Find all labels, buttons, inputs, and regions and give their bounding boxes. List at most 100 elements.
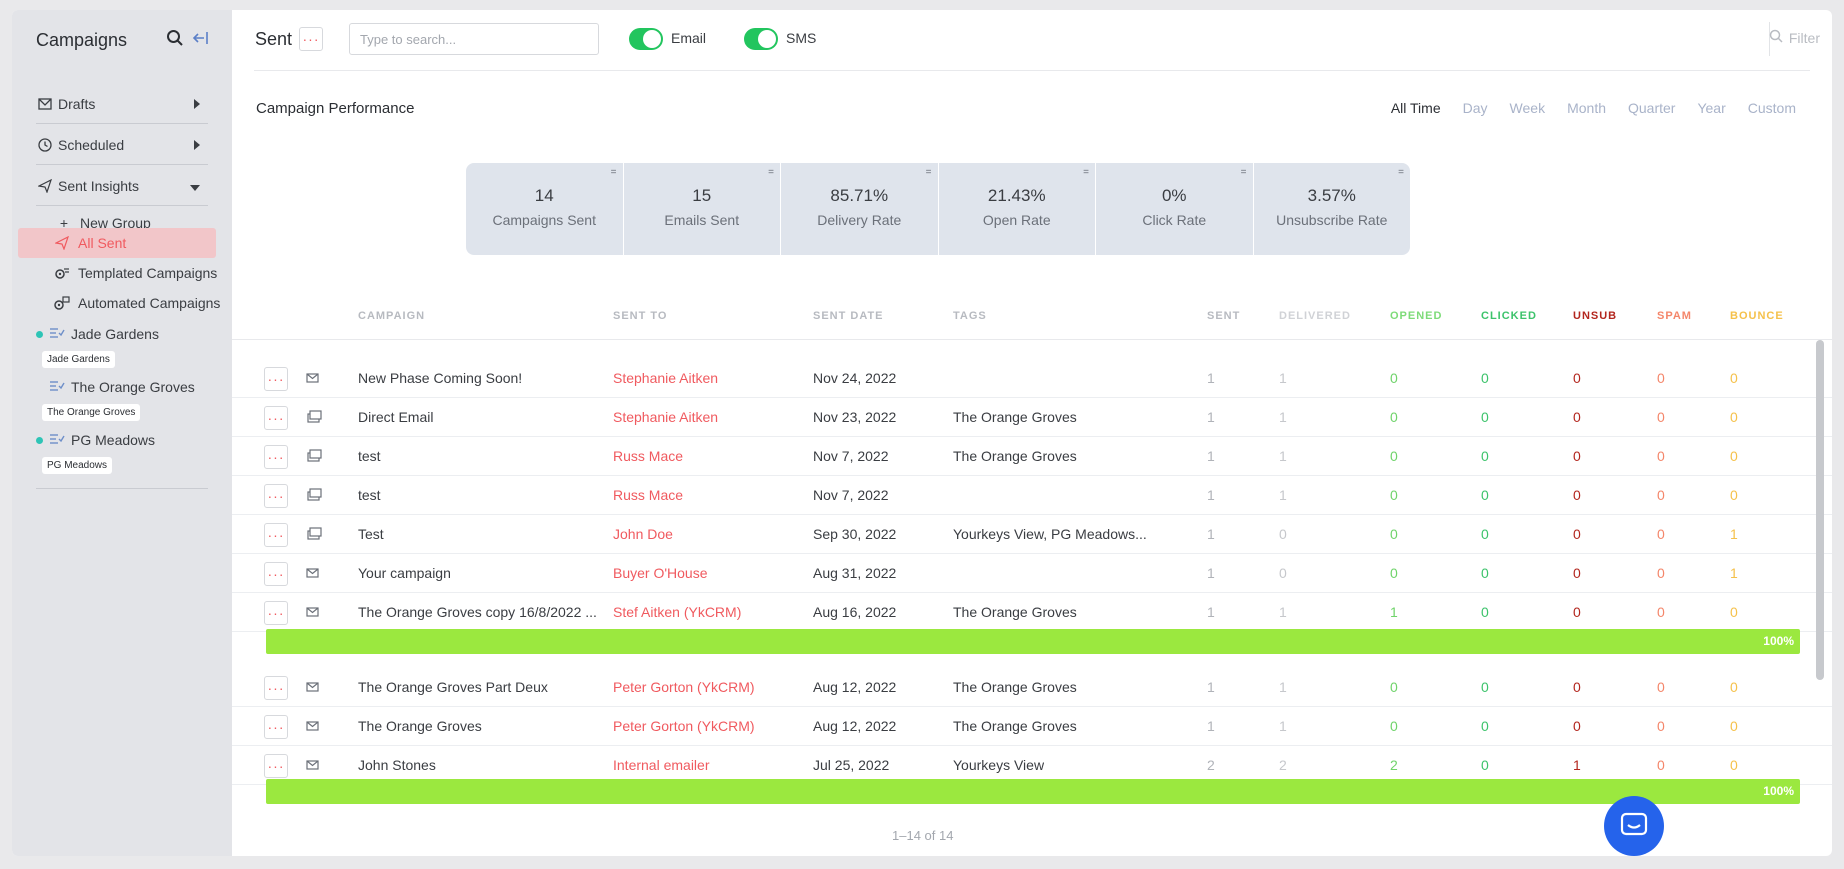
row-actions-button[interactable]: ··· (264, 676, 288, 700)
column-header-sent[interactable]: SENT (1207, 310, 1241, 322)
row-actions-button[interactable]: ··· (264, 715, 288, 739)
cell-spam: 0 (1657, 718, 1665, 734)
cell-sent-to[interactable]: Peter Gorton (YkCRM) (613, 679, 755, 695)
row-actions-button[interactable]: ··· (264, 562, 288, 586)
cell-campaign[interactable]: test (358, 487, 381, 503)
tab-month[interactable]: Month (1567, 100, 1606, 116)
sidebar-item-templated-campaigns[interactable]: Templated Campaigns (52, 259, 217, 287)
cell-sent-to[interactable]: Russ Mace (613, 487, 684, 503)
row-actions-button[interactable]: ··· (264, 523, 288, 547)
plus-icon: + (59, 215, 69, 231)
tab-custom[interactable]: Custom (1747, 100, 1796, 116)
cell-clicked: 0 (1481, 448, 1489, 464)
table-row[interactable]: ··· Test John Doe Sep 30, 2022 Yourkeys View… (232, 515, 1832, 554)
search-icon[interactable] (166, 29, 184, 47)
cell-sent-to[interactable]: Russ Mace (613, 448, 684, 464)
collapse-sidebar-icon[interactable] (192, 29, 210, 47)
table-row[interactable]: ··· test Russ Mace Nov 7, 2022 The Orange Gr… (232, 437, 1832, 476)
app-window: Campaigns Drafts Scheduled Sent Insights (12, 10, 1832, 856)
cell-campaign[interactable]: test (358, 448, 381, 464)
cell-campaign[interactable]: The Orange Groves Part Deux (358, 679, 548, 695)
cell-sent-to[interactable]: Stephanie Aitken (613, 409, 719, 425)
row-actions-button[interactable]: ··· (264, 754, 288, 778)
cell-sent-to[interactable]: Peter Gorton (YkCRM) (613, 718, 755, 734)
cell-bounce: 0 (1730, 487, 1738, 503)
scrollbar[interactable] (1816, 340, 1824, 680)
cell-campaign[interactable]: The Orange Groves (358, 718, 482, 734)
drag-handle-icon[interactable]: = (925, 167, 932, 178)
table-row[interactable]: ··· Your campaign Buyer O'House Aug 31, 202… (232, 554, 1832, 593)
column-header-clicked[interactable]: CLICKED (1481, 310, 1537, 322)
sidebar-item-scheduled[interactable]: Scheduled (36, 125, 208, 165)
column-header-campaign[interactable]: CAMPAIGN (358, 310, 426, 322)
tab-day[interactable]: Day (1462, 100, 1488, 116)
filter-button[interactable]: Filter (1769, 29, 1820, 46)
tab-year[interactable]: Year (1697, 100, 1726, 116)
cell-delivered: 1 (1279, 409, 1287, 425)
email-icon (306, 680, 322, 697)
cell-sent-to[interactable]: Stef Aitken (YkCRM) (613, 604, 742, 620)
table-row[interactable]: ··· The Orange Groves copy 16/8/2022 ... S… (232, 593, 1832, 632)
sidebar-item-drafts[interactable]: Drafts (36, 84, 208, 124)
tab-quarter[interactable]: Quarter (1628, 100, 1676, 116)
row-actions-button[interactable]: ··· (264, 484, 288, 508)
column-header-unsub[interactable]: UNSUB (1573, 310, 1618, 322)
search-input[interactable] (349, 23, 599, 55)
tab-all-time[interactable]: All Time (1390, 100, 1441, 116)
table-row[interactable]: ··· New Phase Coming Soon! Stephanie Aitke… (232, 359, 1832, 398)
sidebar-item-all-sent-highlight[interactable] (18, 228, 216, 258)
column-header-spam[interactable]: SPAM (1657, 310, 1692, 322)
email-toggle[interactable] (629, 28, 663, 50)
cell-sent-to[interactable]: John Doe (613, 526, 673, 542)
cell-campaign[interactable]: Test (358, 526, 384, 542)
cell-tags: Yourkeys View, PG Meadows... (953, 526, 1147, 542)
tab-week[interactable]: Week (1509, 100, 1546, 116)
cell-campaign[interactable]: Your campaign (358, 565, 451, 581)
sidebar-item-automated-campaigns[interactable]: Automated Campaigns (52, 289, 220, 317)
table-row[interactable]: ··· test Russ Mace Nov 7, 2022 1 1 0 0 0 0 0 (232, 476, 1832, 515)
row-actions-button[interactable]: ··· (264, 601, 288, 625)
sidebar-item-label: New Group (80, 215, 151, 231)
sidebar-item-sent-insights[interactable]: Sent Insights (36, 166, 208, 206)
table-row[interactable]: ··· The Orange Groves Part Deux Peter Gort… (232, 668, 1832, 707)
column-header-delivered[interactable]: DELIVERED (1279, 310, 1351, 322)
cell-unsub: 0 (1573, 487, 1581, 503)
sidebar-item-all-sent[interactable]: All Sent (52, 229, 126, 257)
cell-unsub: 0 (1573, 679, 1581, 695)
table-row[interactable]: ··· The Orange Groves Peter Gorton (YkCRM)… (232, 707, 1832, 746)
chat-button[interactable] (1604, 796, 1664, 856)
row-actions-button[interactable]: ··· (264, 406, 288, 430)
stat-unsubscribe-rate: = 3.57% Unsubscribe Rate (1254, 163, 1411, 255)
sidebar-group-the-orange-groves[interactable]: The Orange Groves (49, 379, 195, 395)
row-actions-button[interactable]: ··· (264, 367, 288, 391)
pagination-info: 1–14 of 14 (892, 828, 954, 843)
table-row[interactable]: ··· Direct Email Stephanie Aitken Nov 23, 2… (232, 398, 1832, 437)
column-header-opened[interactable]: OPENED (1390, 310, 1443, 322)
sidebar-group-pg-meadows[interactable]: PG Meadows (36, 432, 155, 448)
drag-handle-icon[interactable]: = (768, 167, 774, 178)
cell-spam: 0 (1657, 448, 1665, 464)
column-header-tags[interactable]: TAGS (953, 310, 987, 322)
cell-campaign[interactable]: The Orange Groves copy 16/8/2022 ... (358, 604, 597, 620)
drag-handle-icon[interactable]: = (1240, 167, 1247, 178)
stat-click-rate: = 0% Click Rate (1096, 163, 1254, 255)
column-header-sent-to[interactable]: SENT TO (613, 310, 668, 322)
sidebar-item-new-group[interactable]: + New Group (54, 209, 151, 237)
column-header-bounce[interactable]: BOUNCE (1730, 310, 1784, 322)
row-actions-button[interactable]: ··· (264, 445, 288, 469)
drag-handle-icon[interactable]: = (610, 167, 617, 178)
cell-sent-to[interactable]: Buyer O'House (613, 565, 708, 581)
sms-toggle[interactable] (744, 28, 778, 50)
cell-campaign[interactable]: Direct Email (358, 409, 434, 425)
column-header-sent-date[interactable]: SENT DATE (813, 310, 884, 322)
cell-campaign[interactable]: New Phase Coming Soon! (358, 370, 523, 386)
cell-sent-to[interactable]: Stephanie Aitken (613, 370, 719, 386)
drag-handle-icon[interactable]: = (1083, 167, 1089, 178)
cell-bounce: 0 (1730, 448, 1738, 464)
cell-unsub: 0 (1573, 565, 1581, 581)
more-options-button[interactable]: ··· (299, 27, 323, 51)
cell-campaign[interactable]: John Stones (358, 757, 436, 773)
sidebar-group-jade-gardens[interactable]: Jade Gardens (36, 326, 159, 342)
drag-handle-icon[interactable]: = (1398, 167, 1404, 178)
cell-sent-to[interactable]: Internal emailer (613, 757, 710, 773)
